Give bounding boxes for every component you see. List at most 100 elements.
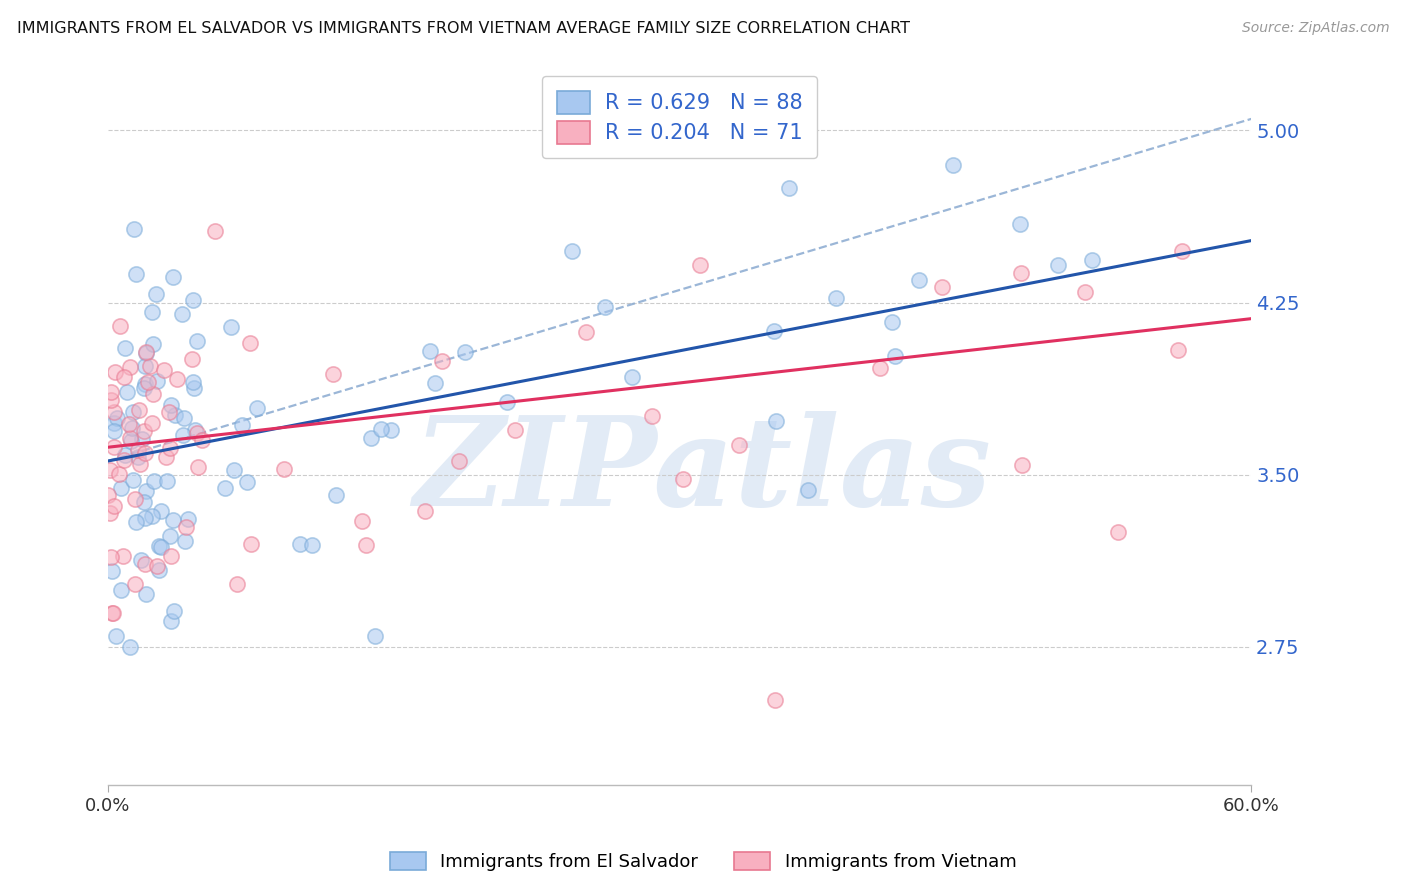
Point (159, 441, 181, 455)
Point (153, 362, 176, 376)
Point (797, 483, 820, 497)
Point (136, 375, 159, 389)
Point (103, 424, 125, 438)
Point (148, 539, 170, 553)
Point (1011, 266, 1033, 280)
Point (370, 422, 392, 436)
Point (174, 533, 197, 548)
Point (155, 450, 177, 465)
Point (1074, 285, 1097, 299)
Point (157, 405, 180, 419)
Point (128, 457, 150, 471)
Point (176, 512, 198, 526)
Point (225, 577, 247, 591)
Point (132, 381, 155, 395)
Point (224, 463, 246, 477)
Point (301, 538, 323, 552)
Point (1011, 458, 1033, 472)
Point (246, 401, 269, 415)
Point (170, 307, 193, 321)
Point (110, 582, 132, 597)
Point (110, 481, 132, 495)
Point (114, 448, 136, 462)
Point (135, 484, 157, 499)
Point (131, 432, 153, 446)
Point (122, 405, 145, 419)
Point (134, 376, 156, 391)
Point (273, 462, 295, 476)
Point (561, 244, 583, 259)
Point (166, 372, 188, 386)
Text: IMMIGRANTS FROM EL SALVADOR VS IMMIGRANTS FROM VIETNAM AVERAGE FAMILY SIZE CORRE: IMMIGRANTS FROM EL SALVADOR VS IMMIGRANT… (17, 21, 910, 36)
Point (883, 349, 905, 363)
Text: ZIPatlas: ZIPatlas (413, 411, 991, 533)
Text: Source: ZipAtlas.com: Source: ZipAtlas.com (1241, 21, 1389, 35)
Point (118, 431, 141, 445)
Point (621, 370, 644, 384)
Point (135, 346, 157, 360)
Point (132, 495, 155, 509)
Point (689, 258, 711, 272)
Point (880, 315, 903, 329)
Point (160, 549, 183, 563)
Point (165, 408, 187, 422)
Point (134, 511, 156, 525)
Point (125, 515, 148, 529)
Point (174, 520, 197, 534)
Point (432, 354, 454, 368)
Point (142, 336, 165, 351)
Point (103, 416, 125, 430)
Point (156, 474, 179, 488)
Point (112, 453, 135, 467)
Point (778, 181, 800, 195)
Point (503, 423, 526, 437)
Point (104, 365, 127, 379)
Point (141, 305, 163, 319)
Point (141, 417, 163, 431)
Point (98, 507, 121, 521)
Point (127, 443, 149, 458)
Point (204, 224, 226, 238)
Legend: R = 0.629   N = 88, R = 0.204   N = 71: R = 0.629 N = 88, R = 0.204 N = 71 (543, 77, 817, 158)
Point (122, 222, 145, 236)
Point (183, 381, 205, 395)
Point (236, 475, 259, 489)
Point (942, 158, 965, 172)
Point (135, 344, 157, 359)
Point (132, 424, 155, 438)
Point (120, 359, 142, 374)
Point (239, 335, 262, 350)
Point (191, 433, 214, 447)
Point (322, 367, 344, 381)
Point (146, 374, 169, 388)
Point (139, 359, 162, 373)
Point (575, 326, 598, 340)
Point (121, 421, 143, 435)
Point (100, 384, 122, 399)
Point (762, 324, 785, 338)
Point (105, 629, 128, 643)
Point (593, 300, 616, 314)
Point (180, 351, 202, 366)
Point (98, 463, 121, 477)
Point (127, 450, 149, 465)
Point (117, 417, 139, 432)
Point (112, 549, 135, 564)
Point (103, 606, 125, 620)
Point (727, 438, 749, 452)
Point (1107, 525, 1129, 540)
Point (214, 481, 236, 495)
Point (128, 403, 150, 417)
Point (114, 341, 136, 355)
Point (101, 606, 124, 620)
Point (640, 409, 662, 424)
Point (148, 563, 170, 577)
Point (380, 423, 402, 437)
Point (352, 514, 374, 528)
Point (423, 376, 446, 391)
Point (145, 287, 167, 301)
Point (1167, 343, 1189, 357)
Point (186, 426, 208, 441)
Point (149, 540, 172, 554)
Point (908, 273, 931, 287)
